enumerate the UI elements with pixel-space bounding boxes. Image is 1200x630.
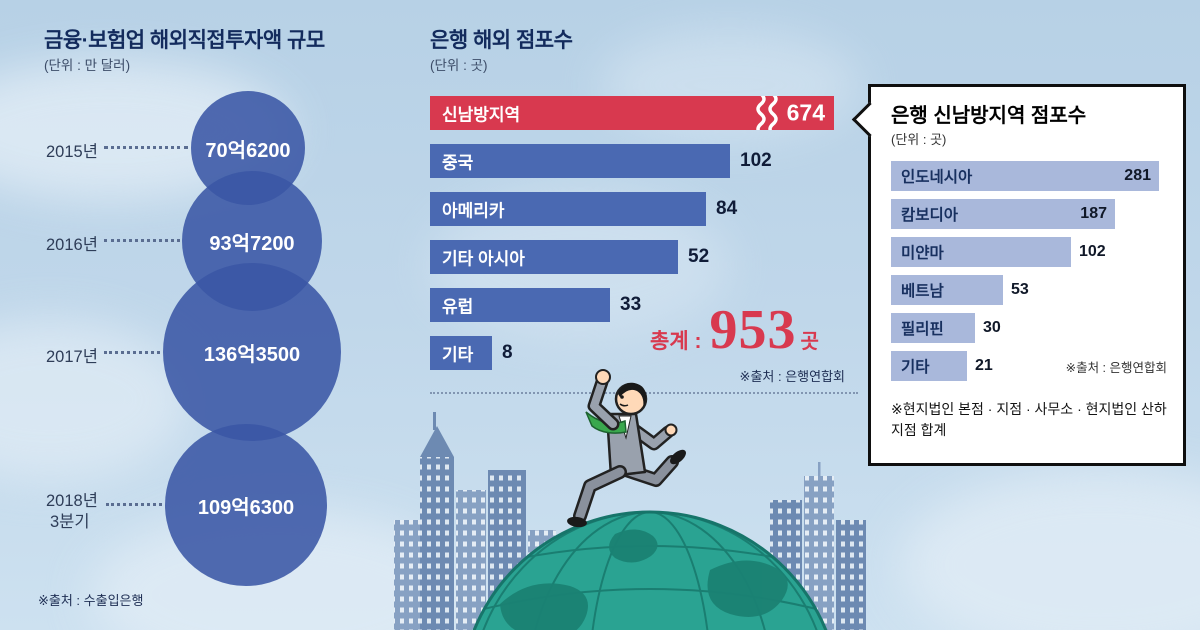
total-label: 총계 :	[650, 330, 702, 353]
bar-value: 8	[502, 342, 513, 363]
leader-line	[104, 146, 188, 149]
callout-footnote: ※현지법인 본점 · 지점 · 사무소 · 현지법인 산하지점 합계	[891, 401, 1167, 438]
year-label-2017: 2017년	[46, 348, 98, 366]
bar-row: 필리핀 30	[891, 313, 1001, 343]
bar-row: 유럽 33	[430, 288, 641, 322]
mid-chart-unit: (단위 : 곳)	[430, 58, 488, 73]
bubble-value: 70억6200	[205, 139, 291, 162]
bar-row: 신남방지역 674	[430, 96, 834, 130]
bar-row: 아메리카 84	[430, 192, 737, 226]
left-chart-source: ※출처 : 수출입은행	[38, 593, 144, 608]
bar-label: 기타 아시아	[442, 249, 525, 269]
callout-title: 은행 신남방지역 점포수	[891, 105, 1087, 127]
bubble-2018: 109억6300	[165, 424, 327, 586]
bar-cambodia: 캄보디아 187	[891, 199, 1115, 229]
callout-unit: (단위 : 곳)	[891, 132, 947, 147]
bar-label: 중국	[442, 153, 474, 173]
bar-new-southern-region: 신남방지역 674	[430, 96, 834, 130]
leader-line	[106, 503, 162, 506]
bar-value: 53	[1011, 281, 1029, 298]
bar-label: 베트남	[901, 283, 944, 300]
bar-other: 기타	[430, 336, 492, 370]
bar-value: 674	[786, 99, 825, 126]
bar-value: 33	[620, 294, 642, 315]
bar-value: 30	[983, 319, 1001, 336]
bar-label: 캄보디아	[901, 207, 959, 224]
bubble-2017: 136억3500	[163, 263, 341, 441]
bar-vietnam: 베트남	[891, 275, 1003, 305]
bar-row: 캄보디아 187	[891, 199, 1115, 229]
illustration-businessman-globe	[394, 369, 866, 630]
bar-label: 아메리카	[442, 201, 505, 221]
bar-other-asia: 기타 아시아	[430, 240, 678, 274]
leader-line	[104, 239, 180, 242]
bar-row: 중국 102	[430, 144, 772, 178]
bar-row: 베트남 53	[891, 275, 1029, 305]
axis-break-icon	[756, 96, 778, 130]
bar-label: 기타	[442, 345, 474, 365]
bar-value: 52	[688, 246, 710, 267]
callout-source: ※출처 : 은행연합회	[1065, 361, 1167, 375]
year-label-2018-line2: 3분기	[50, 513, 90, 531]
total-value: 953	[709, 299, 797, 361]
bar-label: 기타	[901, 359, 930, 376]
bar-label: 신남방지역	[442, 105, 521, 125]
bar-philippines: 필리핀	[891, 313, 975, 343]
total-count: 총계 : 953 곳	[650, 302, 819, 358]
bar-row: 기타 아시아 52	[430, 240, 709, 274]
bar-other: 기타	[891, 351, 967, 381]
bar-row: 미얀마 102	[891, 237, 1106, 267]
bar-row: 인도네시아 281	[891, 161, 1159, 191]
bar-myanmar: 미얀마	[891, 237, 1071, 267]
businessman	[567, 369, 686, 528]
bar-label: 유럽	[442, 297, 474, 317]
mid-chart-title: 은행 해외 점포수	[430, 29, 573, 52]
left-chart-unit: (단위 : 만 달러)	[44, 58, 131, 73]
new-southern-callout-box: 은행 신남방지역 점포수 (단위 : 곳) 인도네시아 281 캄보디아 187…	[851, 84, 1186, 466]
total-suffix: 곳	[800, 331, 819, 353]
bar-europe: 유럽	[430, 288, 610, 322]
bar-row: 기타 21	[891, 351, 993, 381]
leader-line	[104, 351, 160, 354]
bar-value: 281	[1124, 167, 1151, 184]
bar-value: 102	[1079, 243, 1106, 260]
left-chart-title: 금융·보험업 해외직접투자액 규모	[44, 29, 325, 52]
year-label-2018-line1: 2018년	[46, 492, 98, 510]
bar-value: 102	[740, 150, 772, 171]
bar-value: 187	[1080, 205, 1107, 222]
bar-label: 미얀마	[901, 245, 944, 262]
bar-row: 기타 8	[430, 336, 513, 370]
bubble-value: 109억6300	[197, 496, 295, 519]
bubble-value: 93억7200	[209, 232, 295, 255]
bar-indonesia: 인도네시아 281	[891, 161, 1159, 191]
bar-value: 84	[716, 198, 738, 219]
mid-chart-source: ※출처 : 은행연합회	[739, 369, 845, 384]
bar-america: 아메리카	[430, 192, 706, 226]
bubble-value: 136억3500	[203, 343, 301, 366]
year-label-2016: 2016년	[46, 236, 98, 254]
bar-value: 21	[975, 357, 993, 374]
bar-label: 필리핀	[901, 321, 944, 338]
bar-china: 중국	[430, 144, 730, 178]
year-label-2015: 2015년	[46, 143, 98, 161]
bar-label: 인도네시아	[901, 169, 973, 186]
